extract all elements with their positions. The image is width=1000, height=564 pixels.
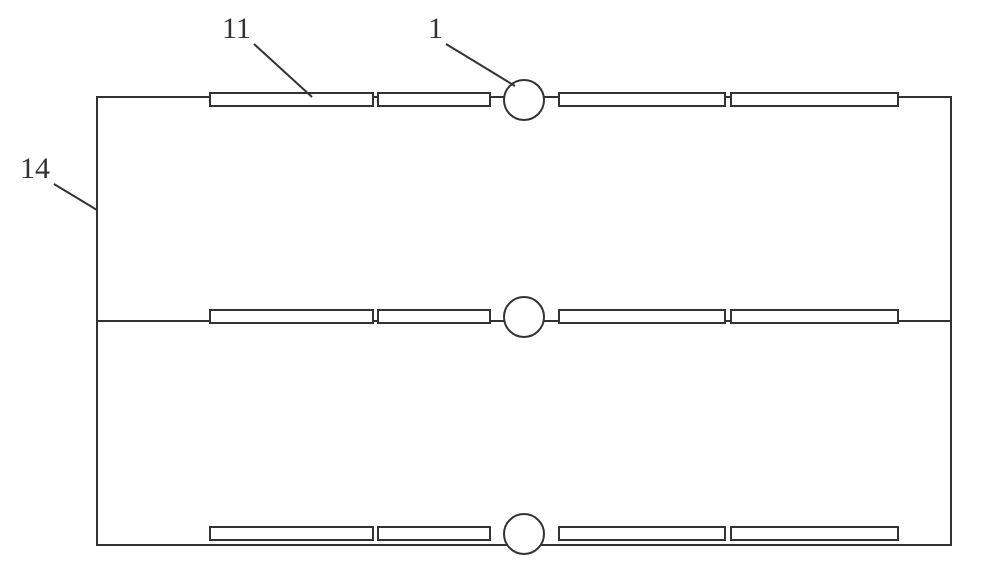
label-11-label: 11 <box>222 12 251 45</box>
bot-bar-segment-1 <box>210 527 373 540</box>
diagram-canvas: 11114 <box>0 0 1000 564</box>
top-bar-segment-3 <box>559 93 725 106</box>
bot-valve <box>504 514 544 554</box>
top-bar-segment-4 <box>731 93 898 106</box>
bot-bar-segment-3 <box>559 527 725 540</box>
bot-bar-segment-4 <box>731 527 898 540</box>
mid-bar-segment-2 <box>378 310 490 323</box>
mid-bar-segment-1 <box>210 310 373 323</box>
label-14-label: 14 <box>20 152 50 185</box>
background <box>0 0 1000 564</box>
bot-bar-segment-2 <box>378 527 490 540</box>
mid-bar-segment-3 <box>559 310 725 323</box>
top-bar-segment-1 <box>210 93 373 106</box>
top-bar-segment-2 <box>378 93 490 106</box>
label-1-label: 1 <box>428 12 443 45</box>
mid-bar-segment-4 <box>731 310 898 323</box>
mid-valve <box>504 297 544 337</box>
top-valve <box>504 80 544 120</box>
